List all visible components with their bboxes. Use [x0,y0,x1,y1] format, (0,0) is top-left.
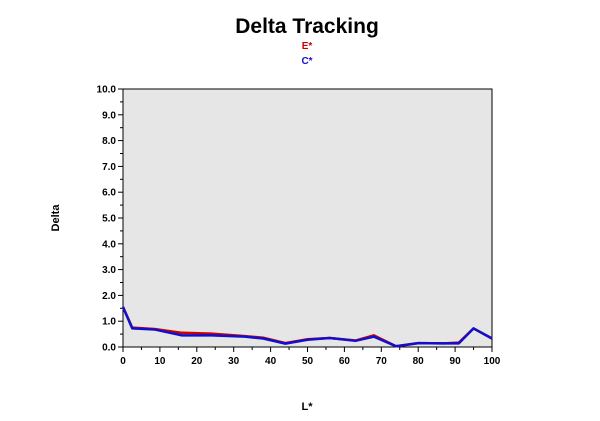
y-tick-label: 9.0 [102,110,116,121]
x-axis-label: L* [302,401,314,413]
x-tick-label: 60 [339,356,351,367]
y-tick-label: 8.0 [102,136,116,147]
x-tick-label: 70 [376,356,388,367]
x-tick-label: 80 [413,356,425,367]
legend-entry-e: E* [302,41,313,52]
x-tick-label: 90 [450,356,462,367]
x-axis-ticks: 0 10 20 30 40 50 60 70 80 90 100 [120,347,501,367]
chart-title: Delta Tracking [235,15,379,38]
y-tick-label: 2.0 [102,291,116,302]
legend-entry-c: C* [301,56,312,67]
x-tick-label: 20 [191,356,203,367]
y-tick-label: 6.0 [102,188,116,199]
x-tick-label: 10 [154,356,166,367]
y-tick-label: 3.0 [102,265,116,276]
y-tick-label: 10.0 [97,85,117,96]
x-tick-label: 50 [302,356,314,367]
x-tick-label: 30 [228,356,240,367]
y-tick-label: 4.0 [102,239,116,250]
plot-area [122,88,493,348]
y-axis-ticks: 0.0 1.0 2.0 3.0 4.0 5.0 6.0 7.0 8.0 9.0 10.0 [97,85,123,354]
y-tick-label: 1.0 [102,317,116,328]
y-tick-label: 5.0 [102,214,116,225]
x-tick-label: 40 [265,356,277,367]
y-tick-label: 0.0 [102,343,116,354]
x-tick-label: 100 [484,356,501,367]
x-tick-label: 0 [120,356,126,367]
y-tick-label: 7.0 [102,162,116,173]
series-layer [121,306,493,348]
series-line-c [121,306,493,348]
y-axis-label: Delta [50,204,62,232]
